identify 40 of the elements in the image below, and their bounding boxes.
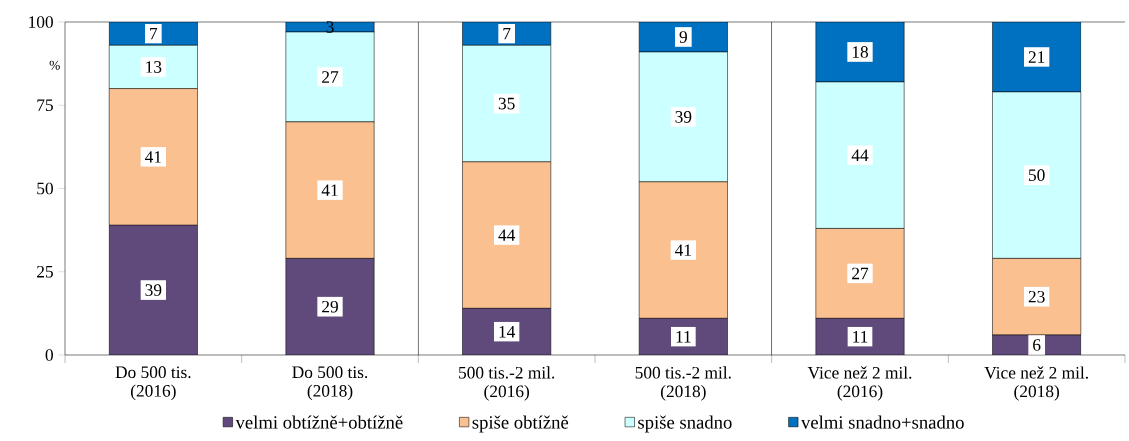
data-label: 13	[146, 61, 162, 73]
x-tick-label: Do 500 tis. (2016)	[115, 366, 191, 401]
data-label: 27	[322, 71, 339, 83]
legend-label: spiše snadno	[638, 415, 732, 433]
data-label: 7	[150, 27, 158, 40]
data-label: 41	[145, 151, 161, 163]
data-label: 9	[679, 31, 687, 43]
data-label: 11	[676, 330, 691, 343]
data-label: 44	[851, 149, 869, 161]
data-label: 39	[145, 284, 162, 296]
y-tick-label: 0	[45, 349, 53, 361]
legend-label: velmi obtížně+obtížně	[235, 415, 403, 429]
data-label: 44	[498, 229, 516, 241]
y-tick-label: 75	[37, 99, 53, 111]
x-tick-label: 500 tis.-2 mil. (2018)	[635, 366, 731, 401]
data-label: 18	[852, 46, 869, 58]
data-label: 41	[321, 184, 338, 196]
data-label: 39	[675, 111, 692, 123]
legend-label: velmi snadno+snadno	[801, 415, 964, 429]
data-label: 35	[498, 97, 515, 110]
data-label: 14	[499, 325, 516, 338]
data-label: 21	[1028, 51, 1045, 63]
data-label: 27	[852, 267, 869, 280]
data-label: 29	[322, 300, 338, 313]
data-label: 11	[853, 330, 868, 343]
x-tick-label: Vice než 2 mil. (2018)	[984, 366, 1088, 401]
legend-label: spiše obtížně	[472, 415, 569, 433]
data-label: 41	[675, 244, 691, 256]
data-label: 23	[1028, 290, 1045, 303]
x-tick-label: Do 500 tis. (2018)	[292, 366, 368, 401]
data-label: 7	[503, 27, 511, 40]
y-axis-title: %	[49, 60, 60, 70]
x-tick-label: Vice než 2 mil. (2016)	[807, 366, 912, 401]
y-tick-label: 100	[29, 16, 53, 28]
y-tick-label: 50	[37, 182, 53, 195]
data-label: 3	[326, 21, 334, 33]
data-label: 6	[1033, 339, 1041, 351]
y-tick-label: 25	[37, 265, 53, 278]
data-label: 50	[1029, 169, 1045, 182]
x-tick-label: 500 tis.-2 mil. (2016)	[459, 366, 555, 401]
